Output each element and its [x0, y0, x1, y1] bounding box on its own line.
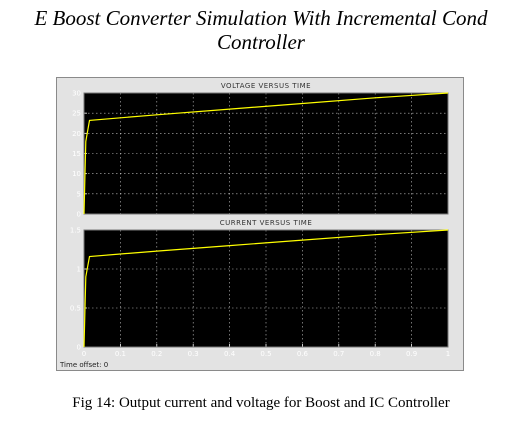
current-x-tick-label: 1 [446, 350, 450, 358]
voltage-y-tick-label: 25 [72, 110, 81, 118]
current-trace-line [83, 229, 449, 348]
current-plot-border [83, 229, 449, 348]
current-x-tick-label: 0.1 [115, 350, 126, 358]
current-x-tick-label: 0.8 [370, 350, 381, 358]
current-x-tick-label: 0 [82, 350, 86, 358]
current-plot-area [84, 230, 448, 347]
voltage-y-tick-label: 5 [77, 190, 81, 198]
current-x-tick-label: 0.9 [406, 350, 417, 358]
figure-heading-line-2: Controller [217, 30, 305, 54]
current-x-tick-label: 0.2 [151, 350, 162, 358]
current-plot-title: CURRENT VERSUS TIME [220, 219, 313, 227]
voltage-y-tick-label: 30 [72, 90, 81, 98]
current-x-tick-label: 0.6 [297, 350, 309, 358]
figure-heading-line-1: E Boost Converter Simulation With Increm… [34, 6, 488, 30]
voltage-y-tick-label: 20 [72, 130, 81, 138]
voltage-y-tick-label: 10 [72, 170, 81, 178]
voltage-plot-border [83, 92, 449, 215]
scope-window: VOLTAGE VERSUS TIME 0 5 10 15 20 25 30 CURRENT V… [56, 77, 464, 371]
voltage-plot-title: VOLTAGE VERSUS TIME [221, 82, 311, 90]
current-x-tick-label: 0.4 [224, 350, 236, 358]
current-y-tick-label: 0 [77, 344, 81, 352]
time-offset-label: Time offset: 0 [59, 361, 108, 369]
figure-caption: Fig 14: Output current and voltage for B… [72, 395, 450, 411]
current-x-tick-label: 0.5 [260, 350, 271, 358]
current-y-tick-label: 0.5 [70, 305, 81, 313]
figure-heading: E Boost Converter Simulation With Increm… [0, 6, 522, 54]
voltage-y-tick-label: 0 [77, 211, 81, 219]
current-y-tick-label: 1.5 [70, 227, 81, 235]
current-y-tick-label: 1 [77, 266, 81, 274]
voltage-y-tick-label: 15 [72, 150, 81, 158]
current-x-tick-label: 0.3 [188, 350, 199, 358]
current-x-tick-label: 0.7 [333, 350, 344, 358]
voltage-trace-line [83, 92, 449, 215]
